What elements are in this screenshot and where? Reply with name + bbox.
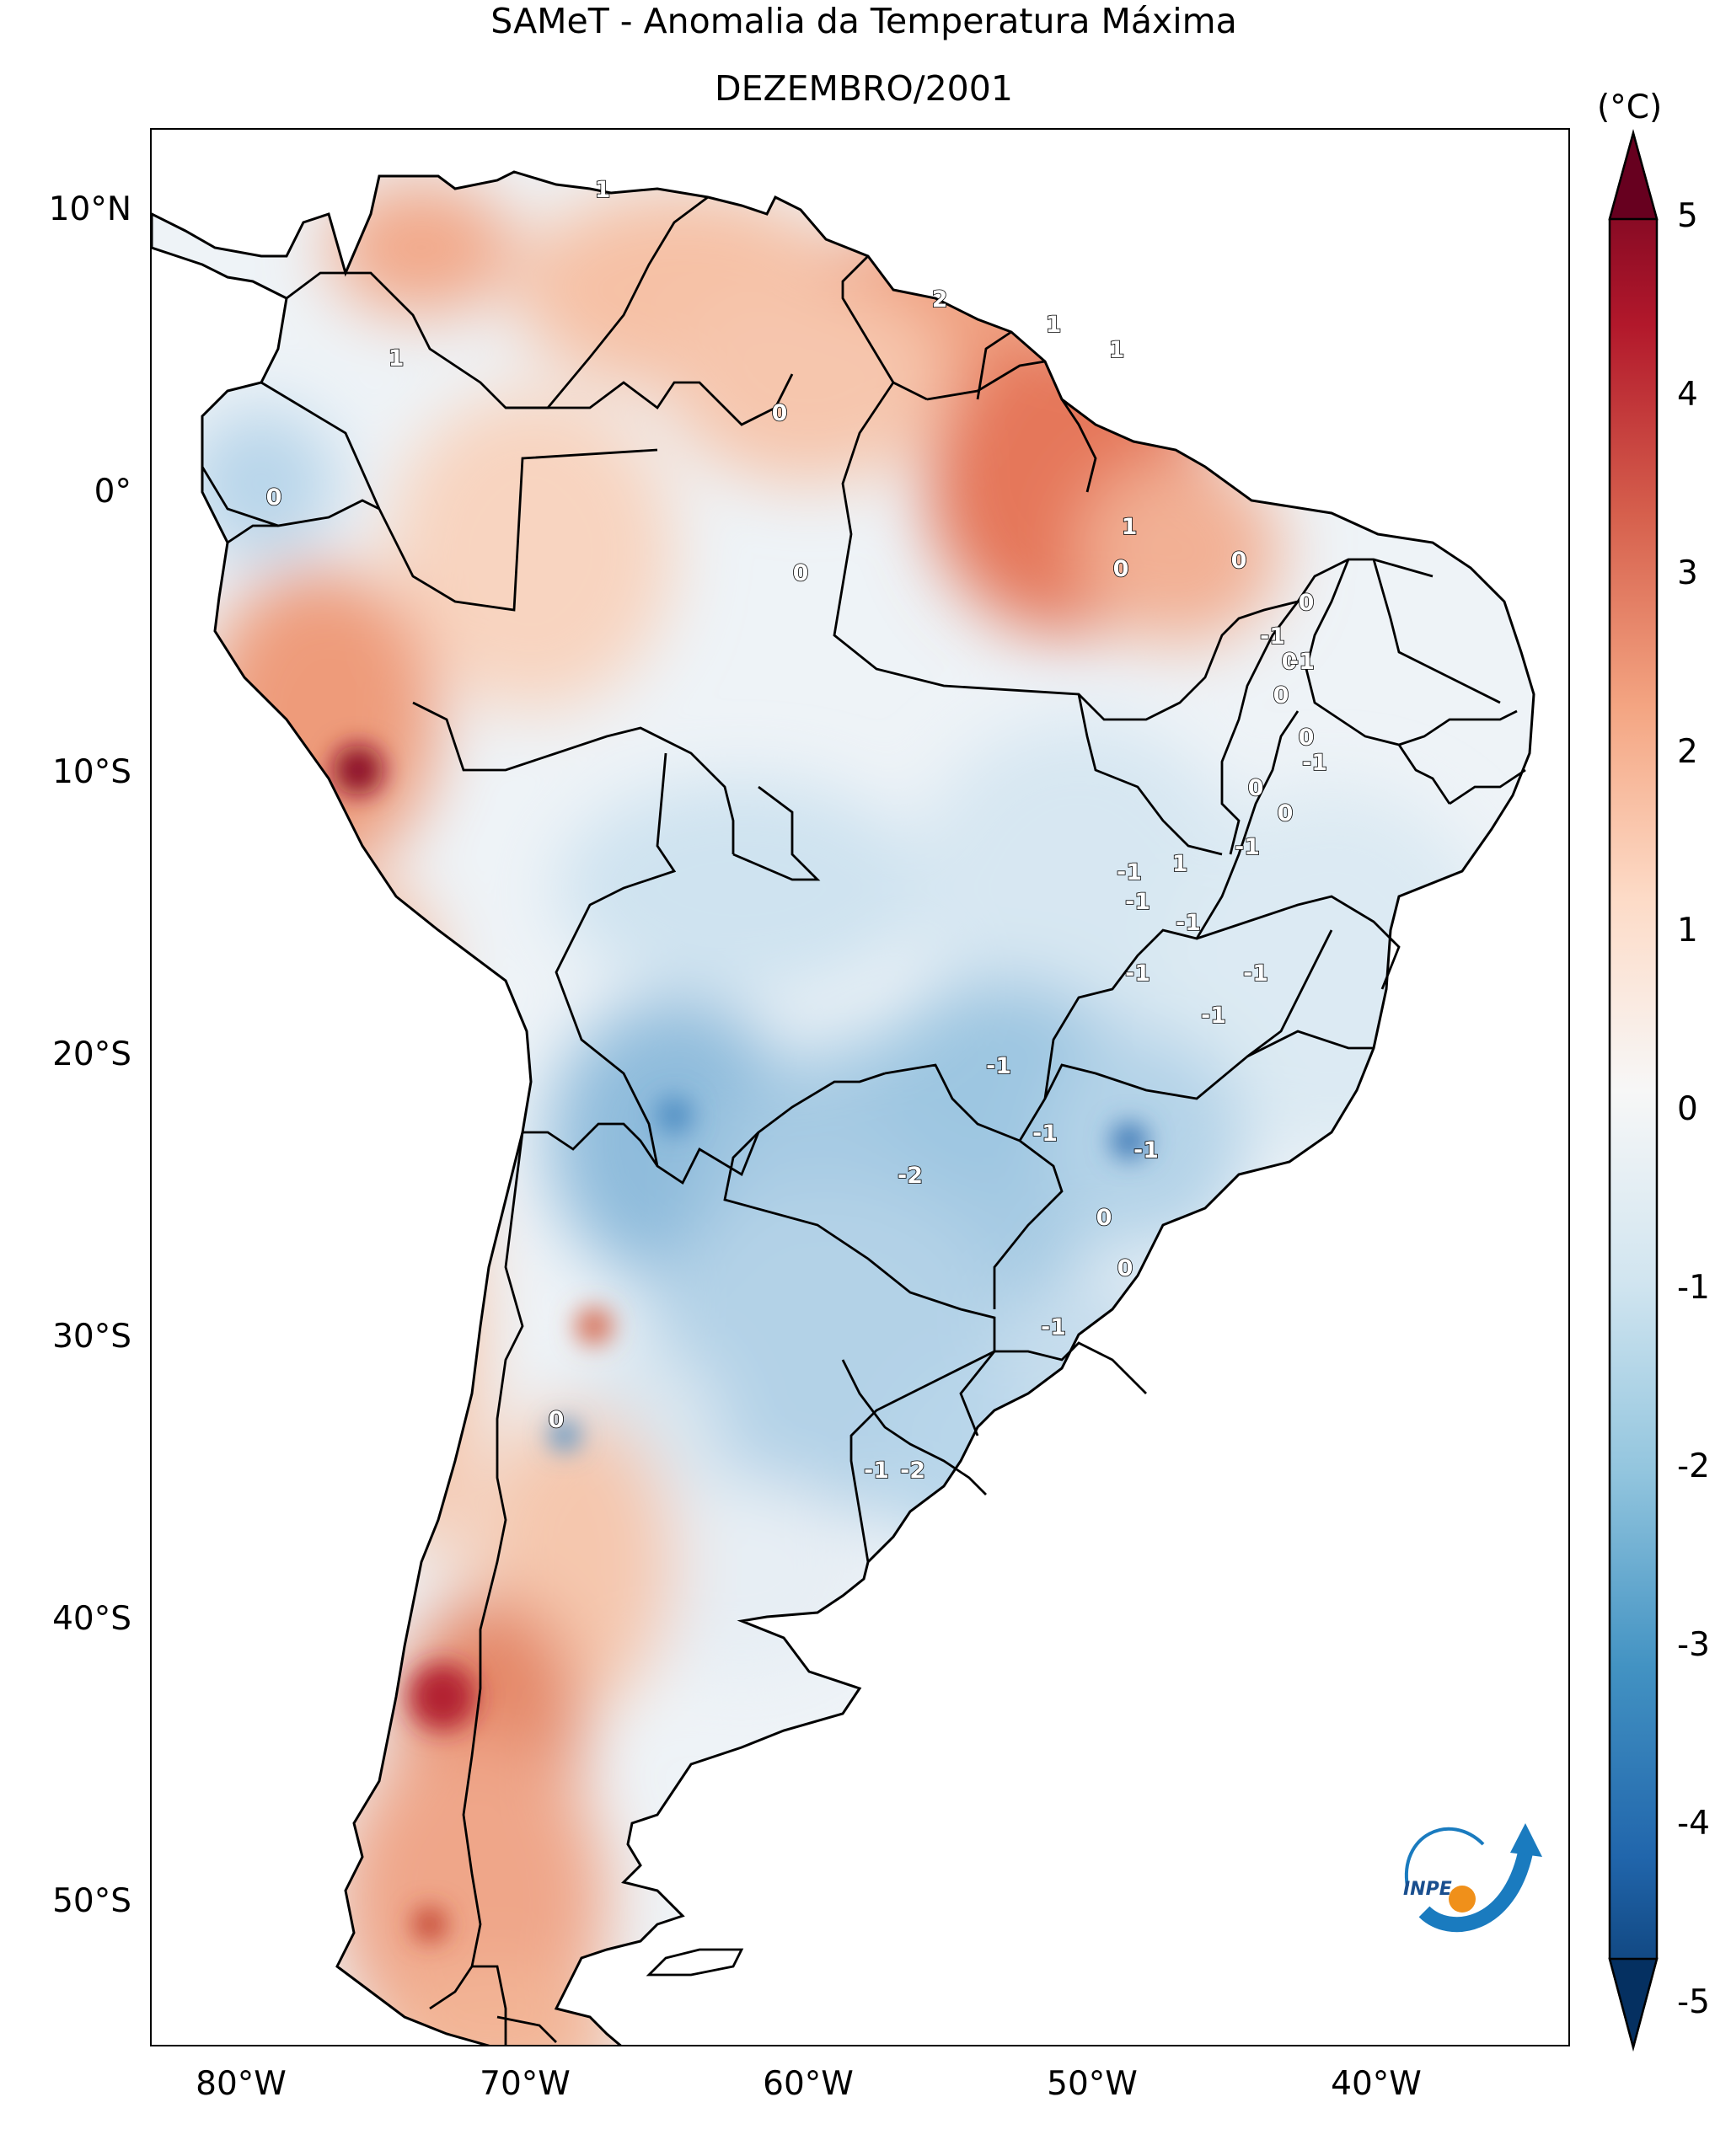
- inpe-logo-text: INPE: [1403, 1879, 1452, 1900]
- contour-label: -1: [1243, 960, 1268, 987]
- colorbar-bar: [1608, 129, 1659, 2052]
- lat-label-0: 0°: [94, 473, 131, 511]
- contour-label: 1: [1172, 851, 1188, 877]
- contour-label: -1: [986, 1053, 1011, 1079]
- contour-label: 0: [549, 1407, 565, 1433]
- lat-label-30s: 30°S: [52, 1318, 131, 1356]
- contour-label: -1: [1302, 750, 1327, 776]
- colorbar-tick: 5: [1677, 197, 1698, 235]
- lon-label-50w: 50°W: [1047, 2065, 1138, 2103]
- contour-label: 0: [1273, 682, 1289, 709]
- contour-label: 1: [1109, 337, 1125, 363]
- colorbar: [1608, 129, 1659, 2052]
- contour-label: -1: [1260, 623, 1285, 650]
- contour-label: 1: [1122, 514, 1138, 540]
- colorbar-tick: 3: [1677, 554, 1698, 592]
- contour-label: 0: [266, 484, 282, 511]
- contour-label: 1: [595, 177, 611, 203]
- colorbar-tick: 1: [1677, 912, 1698, 950]
- colorbar-tick: 4: [1677, 376, 1698, 414]
- lat-label-20s: 20°S: [52, 1035, 131, 1073]
- colorbar-tick: -3: [1677, 1626, 1710, 1664]
- lon-label-70w: 70°W: [480, 2065, 571, 2103]
- contour-label: -1: [864, 1458, 889, 1484]
- contour-label: -1: [1032, 1121, 1058, 1147]
- colorbar-tick: 0: [1677, 1090, 1698, 1128]
- contour-label: 0: [1248, 775, 1264, 801]
- map-subtitle: DEZEMBRO/2001: [715, 68, 1013, 109]
- lat-label-10n: 10°N: [48, 190, 131, 228]
- country-borders: [201, 195, 1526, 2045]
- inpe-logo: INPE: [1403, 1823, 1542, 1933]
- contour-label: 0: [1278, 800, 1294, 827]
- contour-label: -2: [900, 1458, 925, 1484]
- contour-label: 0: [772, 400, 788, 426]
- colorbar-tick: -1: [1677, 1269, 1710, 1307]
- colorbar-tick: -5: [1677, 1983, 1710, 2021]
- lat-label-40s: 40°S: [52, 1600, 131, 1638]
- contour-label: 0: [1113, 556, 1129, 582]
- colorbar-unit: (°C): [1597, 88, 1663, 126]
- lat-label-10s: 10°S: [52, 753, 131, 791]
- contour-label: 2: [932, 286, 948, 313]
- contour-label: 0: [1299, 590, 1315, 616]
- colorbar-max-extend: [1608, 129, 1659, 221]
- contour-label: 0: [1096, 1205, 1112, 1231]
- lon-label-80w: 80°W: [196, 2065, 287, 2103]
- contour-label: -1: [1201, 1003, 1226, 1029]
- contour-label: 0: [1282, 649, 1298, 675]
- contour-label: -1: [1133, 1137, 1159, 1164]
- anomaly-field: [185, 180, 1500, 2045]
- colorbar-tick: -4: [1677, 1805, 1710, 1843]
- lon-label-40w: 40°W: [1331, 2065, 1422, 2103]
- contour-label: -1: [1041, 1314, 1066, 1340]
- contour-label: 0: [1299, 725, 1315, 751]
- contour-label: 1: [389, 345, 405, 372]
- colorbar-tick: 2: [1677, 733, 1698, 771]
- contour-label: -1: [1235, 834, 1260, 860]
- contour-label: -1: [1125, 960, 1150, 987]
- contour-label: -1: [1176, 910, 1201, 936]
- contour-label: 1: [1046, 312, 1062, 338]
- contour-label: 0: [1117, 1255, 1133, 1281]
- lat-label-50s: 50°S: [52, 1882, 131, 1920]
- contour-label: -1: [1125, 889, 1150, 915]
- contour-label: 0: [1231, 548, 1247, 574]
- colorbar-min-extend: [1608, 1957, 1659, 2052]
- contour-label: -2: [898, 1163, 923, 1189]
- map-title: SAMeT - Anomalia da Temperatura Máxima: [490, 1, 1237, 41]
- colorbar-tick: -2: [1677, 1447, 1710, 1485]
- lon-label-60w: 60°W: [763, 2065, 854, 2103]
- map-area: 1 1 2 1 1 0 0 0 1 0 0 0 -1 0 -1 0 0 -1 0 0 -1 1 -1 -1 -1 -1 -1 -1 -2…: [150, 128, 1570, 2046]
- contour-label: -1: [1289, 649, 1315, 675]
- contour-label: 0: [793, 560, 809, 586]
- contour-label: -1: [1117, 859, 1142, 885]
